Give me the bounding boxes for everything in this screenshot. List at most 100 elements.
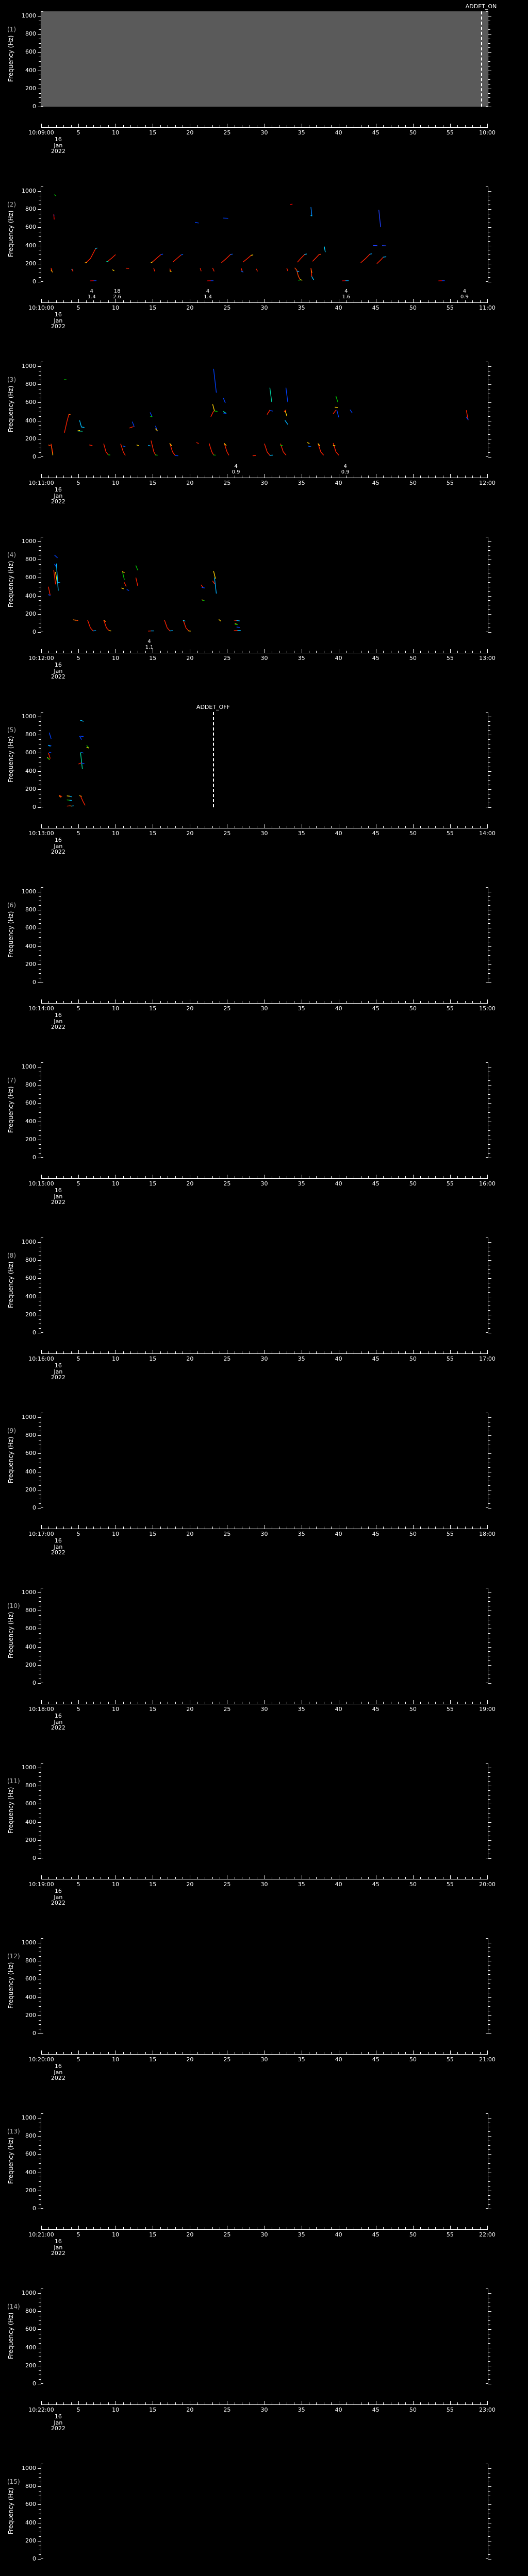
- x-axis-start-label: 10:22:00: [28, 2406, 54, 2413]
- contour-track: [53, 570, 56, 585]
- contour-track: [284, 410, 287, 412]
- y-tick: [39, 407, 41, 408]
- x-tick: [160, 1702, 161, 1704]
- contour-track: [310, 207, 312, 216]
- y-tick: [488, 52, 491, 53]
- y-tick: [39, 2195, 41, 2196]
- x-tick: [487, 824, 488, 828]
- y-tick-label: 200: [25, 84, 36, 92]
- x-axis-end-label: 17:00: [479, 1355, 496, 1362]
- y-tick-label: 400: [25, 1293, 36, 1300]
- y-tick-label: 800: [25, 1782, 36, 1789]
- x-tick: [465, 2227, 466, 2229]
- y-tick: [488, 1988, 490, 1989]
- x-axis-end-label: 20:00: [479, 1881, 496, 1888]
- y-tick-label: 200: [25, 260, 36, 267]
- contour-track: [67, 799, 71, 801]
- contour-track: [378, 210, 381, 228]
- plot-area: 0 200 400 600 800 1000: [22, 1588, 491, 1686]
- x-tick: [108, 1351, 109, 1353]
- x-axis-start-label: 10:12:00: [28, 655, 54, 662]
- y-tick: [38, 1103, 41, 1104]
- y-tick: [39, 1956, 41, 1957]
- x-tick: [78, 1700, 79, 1704]
- x-tick: [405, 826, 406, 828]
- x-tick: [175, 1176, 176, 1178]
- panel-9: 0 200 400 600 800 1000 (9) Frequency (Hz) 10:17:…: [0, 1413, 528, 1588]
- x-tick: [175, 125, 176, 127]
- x-tick: [420, 1176, 421, 1178]
- y-tick: [39, 748, 41, 749]
- y-tick: [39, 1615, 41, 1616]
- y-tick: [39, 1808, 41, 1809]
- contour-track: [242, 255, 252, 263]
- x-tick: [71, 2402, 72, 2404]
- x-tick: [71, 1176, 72, 1178]
- x-tick: [316, 1877, 317, 1879]
- y-tick: [488, 1319, 490, 1320]
- y-tick: [38, 982, 41, 983]
- y-tick: [488, 546, 490, 547]
- x-tick: [63, 300, 64, 302]
- x-axis-end-label: 14:00: [479, 830, 496, 837]
- y-tick: [39, 757, 41, 758]
- y-tick-label: 1000: [22, 187, 36, 194]
- x-tick-label: 10: [112, 1706, 120, 1713]
- y-tick: [39, 2509, 41, 2510]
- x-tick-label: 30: [260, 2231, 268, 2238]
- x-tick: [130, 125, 131, 127]
- x-tick: [56, 1527, 57, 1529]
- y-tick-label: 200: [25, 2187, 36, 2194]
- x-tick: [175, 826, 176, 828]
- x-tick: [212, 125, 213, 127]
- x-tick-label: 25: [223, 2056, 231, 2063]
- y-tick: [39, 1776, 41, 1777]
- y-tick: [38, 384, 41, 385]
- x-tick: [197, 476, 198, 478]
- contour-track: [318, 443, 324, 455]
- y-tick: [39, 721, 41, 722]
- x-tick-label: 45: [372, 2231, 380, 2238]
- y-tick-label: 800: [25, 206, 36, 213]
- contour-track: [223, 398, 226, 403]
- contour-track: [86, 745, 89, 749]
- x-tick: [420, 125, 421, 127]
- x-axis-start-label: 10:16:00: [28, 1355, 54, 1362]
- y-tick: [39, 97, 41, 98]
- y-tick: [39, 268, 41, 269]
- contour-track: [335, 396, 338, 402]
- x-tick-label: 15: [149, 480, 157, 486]
- x-tick-label: 55: [446, 1706, 454, 1713]
- y-tick: [39, 2020, 41, 2021]
- y-tick: [488, 1094, 490, 1095]
- contour-track: [85, 248, 96, 263]
- contour-track: [267, 410, 271, 415]
- x-tick: [368, 300, 369, 302]
- y-tick: [488, 1458, 490, 1459]
- x-tick: [420, 1351, 421, 1353]
- y-tick: [38, 807, 41, 808]
- y-tick: [39, 425, 41, 426]
- y-tick: [488, 600, 490, 601]
- x-tick-label: 25: [223, 129, 231, 136]
- x-tick: [487, 999, 488, 1003]
- y-tick: [38, 2136, 41, 2137]
- x-tick: [412, 299, 414, 302]
- x-tick: [41, 1350, 42, 1353]
- y-tick-label: 400: [25, 942, 36, 950]
- x-tick: [123, 2227, 124, 2229]
- x-tick-label: 55: [446, 2056, 454, 2063]
- x-tick: [175, 476, 176, 478]
- contour-track: [212, 581, 215, 584]
- x-tick: [383, 1176, 384, 1178]
- x-tick: [405, 1176, 406, 1178]
- y-tick: [39, 1476, 41, 1477]
- x-tick: [78, 1350, 79, 1353]
- contour-track: [51, 267, 53, 271]
- y-tick: [39, 2554, 41, 2555]
- x-tick: [71, 300, 72, 302]
- x-tick: [420, 826, 421, 828]
- y-tick-label: 600: [25, 1800, 36, 1807]
- y-tick: [488, 2154, 491, 2155]
- x-tick: [368, 1351, 369, 1353]
